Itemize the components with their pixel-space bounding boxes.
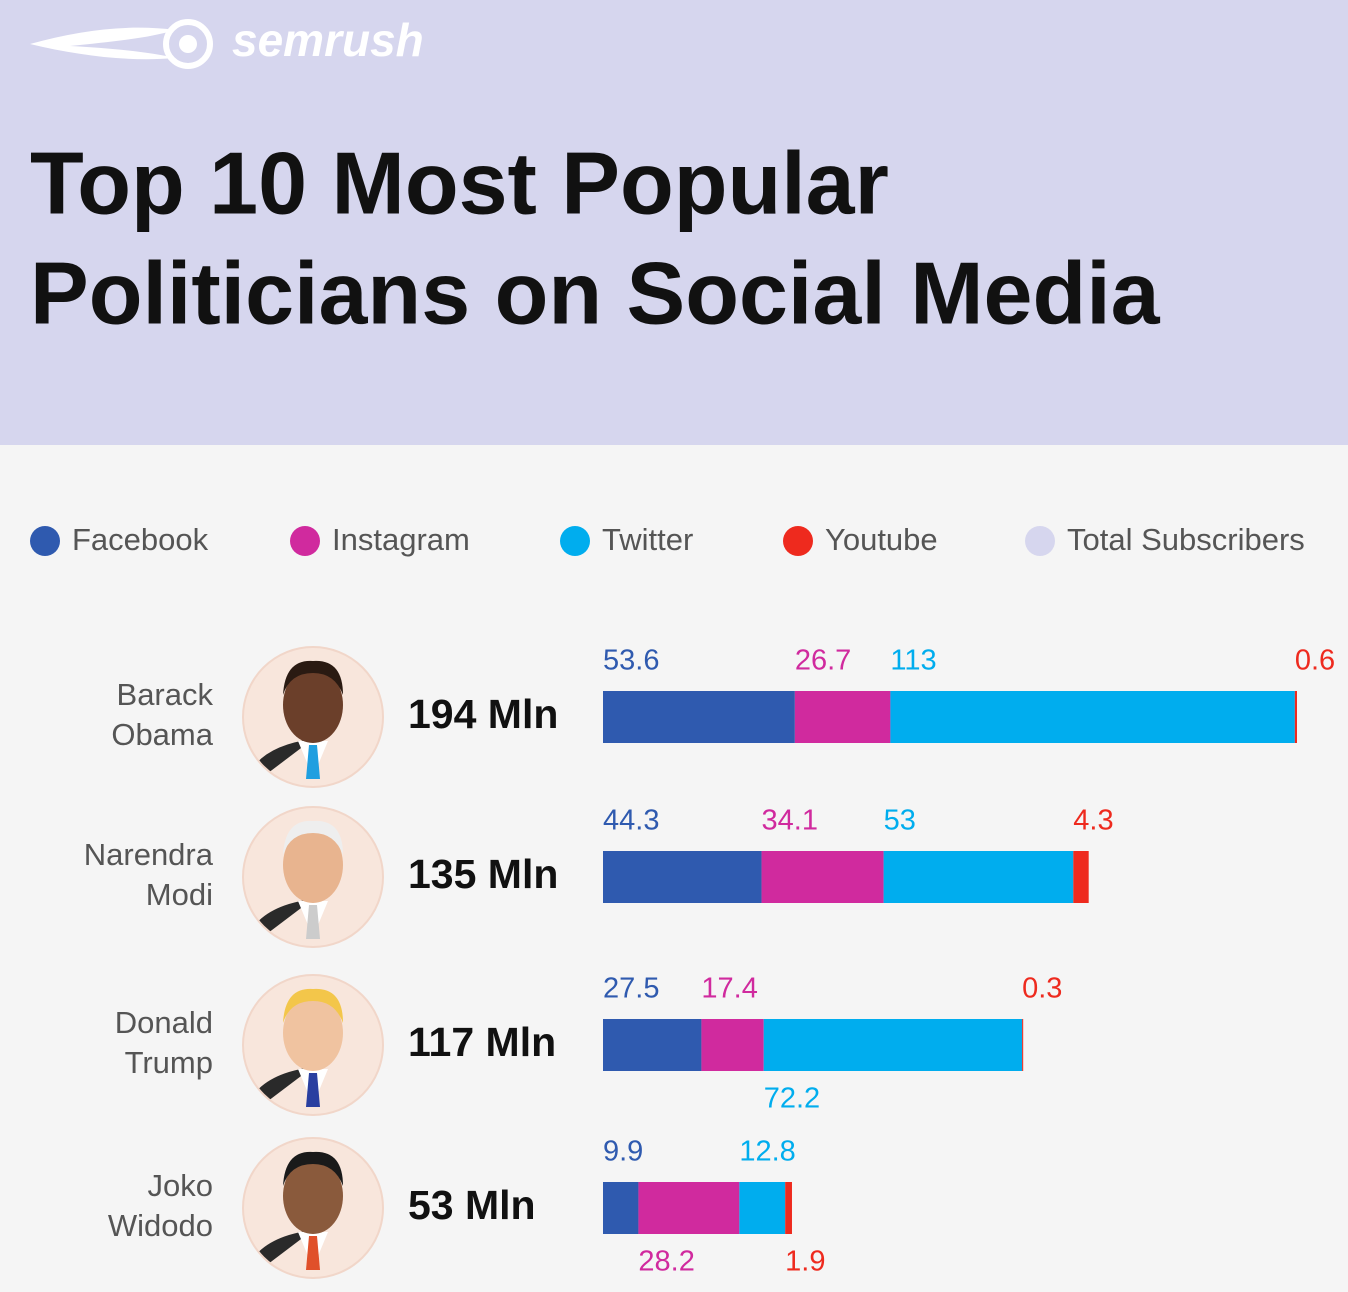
value-label: 113 <box>890 645 936 677</box>
total-label: 135 Mln <box>408 851 558 897</box>
bar-segment <box>763 1019 1023 1071</box>
legend-swatch <box>30 526 60 556</box>
category-label: Donald Trump <box>115 1005 213 1080</box>
portrait-tie <box>306 1073 320 1107</box>
bar-segment <box>701 1019 764 1071</box>
bar-segment <box>603 691 795 743</box>
legend-label: Facebook <box>72 522 209 557</box>
value-label: 9.9 <box>603 1136 643 1168</box>
portrait-figure <box>243 988 343 1115</box>
portrait-circle-outline <box>242 1137 384 1279</box>
total-label: 117 Mln <box>408 1019 556 1065</box>
value-label: 53.6 <box>603 645 659 677</box>
legend-swatch <box>290 526 320 556</box>
portrait-tie <box>306 745 320 779</box>
portrait-head <box>283 1158 343 1234</box>
bar-segment <box>883 851 1074 903</box>
portrait <box>242 646 384 788</box>
value-label: 27.5 <box>603 973 659 1005</box>
bar-segment <box>603 1182 639 1234</box>
total-label: 194 Mln <box>408 691 558 737</box>
portrait-hair <box>283 1151 343 1186</box>
portrait-head <box>283 995 343 1071</box>
legend-label: Youtube <box>825 522 938 557</box>
logo-text: semrush <box>232 14 424 66</box>
title-line: Top 10 Most Popular <box>30 133 889 232</box>
portrait-tie <box>306 905 320 939</box>
portrait-hair <box>283 988 343 1023</box>
portrait <box>242 1137 384 1279</box>
value-label: 1.9 <box>785 1246 825 1278</box>
value-label: 28.2 <box>638 1246 694 1278</box>
bar-segment <box>739 1182 786 1234</box>
portrait-figure <box>243 660 343 787</box>
bar-segment <box>761 851 884 903</box>
portrait-circle-outline <box>242 974 384 1116</box>
category-label: Joko Widodo <box>108 1168 213 1243</box>
value-label: 53 <box>884 805 916 837</box>
portrait-hair <box>283 820 343 855</box>
title-line: Politicians on Social Media <box>30 243 1161 342</box>
value-label: 44.3 <box>603 805 659 837</box>
value-label: 4.3 <box>1073 805 1113 837</box>
legend-label: Total Subscribers <box>1067 522 1305 557</box>
bar-segment <box>603 1019 702 1071</box>
value-label: 34.1 <box>762 805 818 837</box>
category-label: Narendra Modi <box>84 837 214 912</box>
bar-segment <box>603 851 762 903</box>
header-background <box>0 0 1348 445</box>
category-label-line: Widodo <box>108 1208 213 1243</box>
legend-label: Instagram <box>332 522 470 557</box>
value-label: 0.3 <box>1022 973 1062 1005</box>
bar-segment <box>1073 851 1089 903</box>
bar-segment <box>1294 691 1297 743</box>
bar-segment <box>785 1182 792 1234</box>
category-label-line: Obama <box>111 717 213 752</box>
portrait-circle-outline <box>242 646 384 788</box>
value-label: 0.6 <box>1295 645 1335 677</box>
value-label: 17.4 <box>701 973 757 1005</box>
category-label-line: Joko <box>148 1168 213 1203</box>
category-label-line: Donald <box>115 1005 213 1040</box>
portrait-circle-outline <box>242 806 384 948</box>
legend-swatch <box>1025 526 1055 556</box>
portrait-head <box>283 667 343 743</box>
category-label-line: Trump <box>125 1045 213 1080</box>
category-label-line: Narendra <box>84 837 214 872</box>
value-label: 72.2 <box>764 1083 820 1115</box>
value-label: 26.7 <box>795 645 851 677</box>
legend-swatch <box>783 526 813 556</box>
category-label-line: Modi <box>146 877 213 912</box>
portrait-hair <box>283 660 343 695</box>
category-label-line: Barack <box>117 677 214 712</box>
bar-segment <box>794 691 891 743</box>
category-label: Barack Obama <box>111 677 213 752</box>
total-label: 53 Mln <box>408 1182 536 1228</box>
logo-icon <box>30 19 213 69</box>
bar-segment <box>890 691 1295 743</box>
legend-label: Twitter <box>602 522 693 557</box>
portrait <box>242 974 384 1116</box>
legend-swatch <box>560 526 590 556</box>
bar-segment <box>638 1182 740 1234</box>
bar-segment <box>1022 1019 1024 1071</box>
portrait-head <box>283 827 343 903</box>
portrait-tie <box>306 1236 320 1270</box>
value-label: 12.8 <box>739 1136 795 1168</box>
